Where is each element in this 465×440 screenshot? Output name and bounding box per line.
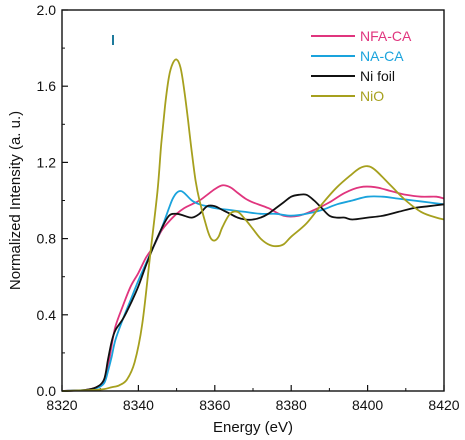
legend-label-nio: NiO xyxy=(360,88,384,104)
plot-frame xyxy=(61,9,445,392)
y-axis-title: Normalized Intensity (a. u.) xyxy=(7,111,24,290)
x-tick-label: 8420 xyxy=(428,397,459,413)
x-tick-label: 8380 xyxy=(276,397,307,413)
x-tick-label: 8400 xyxy=(352,397,383,413)
x-axis-title: Energy (eV) xyxy=(213,419,293,436)
y-tick-label: 1.6 xyxy=(37,78,57,94)
series-line-na-ca xyxy=(61,190,445,392)
series-line-nfa-ca xyxy=(61,184,445,392)
legend-label-nfa-ca: NFA-CA xyxy=(360,28,412,44)
legend-label-ni-foil: Ni foil xyxy=(360,68,395,84)
plot-marker xyxy=(112,35,114,45)
y-tick-label: 1.2 xyxy=(37,154,57,170)
series-line-ni-foil xyxy=(61,193,445,392)
tick-labels: 8320 8340 8360 8380 8400 8420 0.0 0.4 0.8 1.2 1.6 2… xyxy=(37,2,460,413)
y-tick-label: 0.4 xyxy=(37,307,57,323)
y-tick-label: 2.0 xyxy=(37,2,57,18)
legend: NFA-CA NA-CA Ni foil NiO xyxy=(311,28,412,104)
x-tick-label: 8360 xyxy=(199,397,230,413)
x-tick-label: 8340 xyxy=(123,397,154,413)
plot-lines xyxy=(61,58,445,392)
y-tick-label: 0.8 xyxy=(37,231,57,247)
series-line-nio xyxy=(61,58,445,392)
x-tick-label: 8320 xyxy=(46,397,77,413)
y-tick-label: 0.0 xyxy=(37,383,57,399)
legend-label-na-ca: NA-CA xyxy=(360,48,404,64)
